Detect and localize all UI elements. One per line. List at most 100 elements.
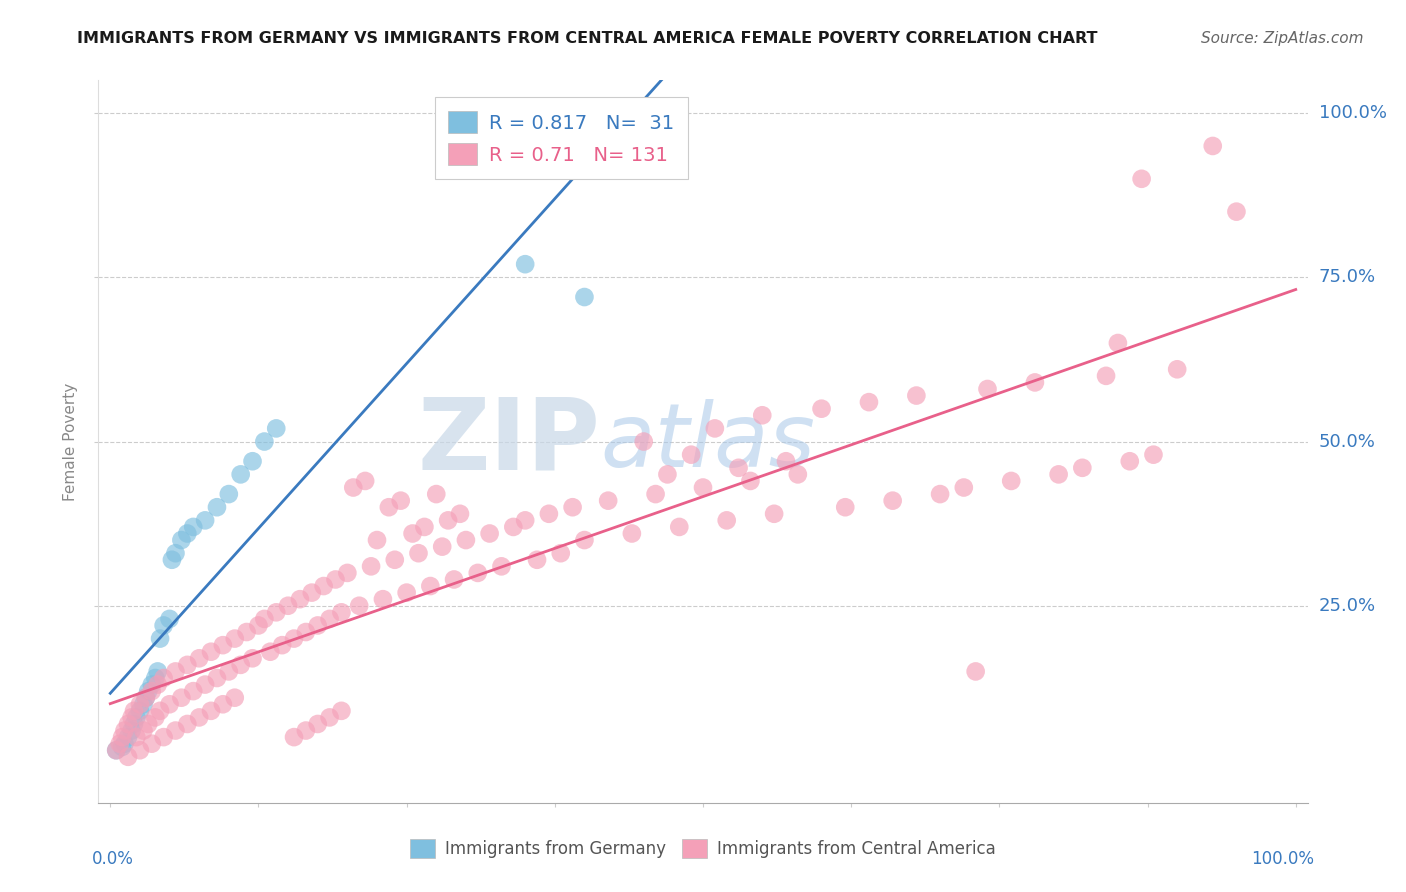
Point: [242, 651, 264, 665]
Point: [384, 553, 406, 567]
Point: [692, 481, 714, 495]
Point: [965, 665, 987, 679]
Point: [117, 730, 139, 744]
Point: [751, 409, 773, 423]
Point: [135, 690, 157, 705]
Point: [143, 710, 166, 724]
Point: [502, 520, 524, 534]
Point: [336, 566, 359, 580]
Point: [194, 677, 217, 691]
Point: [143, 671, 166, 685]
Point: [318, 612, 340, 626]
Point: [181, 684, 204, 698]
Point: [288, 592, 311, 607]
Point: [401, 526, 423, 541]
Point: [105, 743, 128, 757]
Point: [212, 698, 235, 712]
Point: [117, 717, 139, 731]
Point: [165, 546, 187, 560]
Point: [259, 645, 281, 659]
Point: [121, 723, 143, 738]
Point: [550, 546, 572, 560]
Point: [657, 467, 679, 482]
Point: [111, 739, 134, 754]
Point: [129, 704, 152, 718]
Point: [775, 454, 797, 468]
Point: [354, 474, 377, 488]
Point: [1202, 139, 1225, 153]
Point: [136, 684, 159, 698]
Point: [318, 710, 340, 724]
Point: [561, 500, 583, 515]
Point: [247, 618, 270, 632]
Point: [620, 526, 643, 541]
Point: [574, 290, 596, 304]
Text: 75.0%: 75.0%: [1319, 268, 1376, 286]
Point: [1225, 204, 1247, 219]
Point: [132, 723, 155, 738]
Point: [882, 493, 904, 508]
Point: [727, 460, 749, 475]
Point: [437, 513, 460, 527]
Point: [176, 657, 198, 672]
Point: [537, 507, 560, 521]
Point: [905, 388, 928, 402]
Point: [224, 632, 246, 646]
Point: [644, 487, 666, 501]
Point: [976, 382, 998, 396]
Point: [129, 743, 152, 757]
Point: [224, 690, 246, 705]
Point: [301, 585, 323, 599]
Point: [188, 710, 211, 724]
Point: [454, 533, 477, 547]
Text: 100.0%: 100.0%: [1250, 850, 1313, 868]
Point: [395, 585, 418, 599]
Point: [478, 526, 501, 541]
Point: [205, 500, 228, 515]
Point: [253, 612, 276, 626]
Point: [443, 573, 465, 587]
Point: [1119, 454, 1142, 468]
Point: [467, 566, 489, 580]
Point: [295, 625, 318, 640]
Point: [491, 559, 513, 574]
Text: ZIP: ZIP: [418, 393, 600, 490]
Point: [1024, 376, 1046, 390]
Point: [165, 665, 187, 679]
Point: [1000, 474, 1022, 488]
Point: [218, 665, 240, 679]
Point: [136, 717, 159, 731]
Point: [235, 625, 257, 640]
Point: [1047, 467, 1070, 482]
Point: [515, 513, 537, 527]
Point: [181, 520, 204, 534]
Text: 25.0%: 25.0%: [1319, 597, 1376, 615]
Point: [129, 698, 152, 712]
Legend: Immigrants from Germany, Immigrants from Central America: Immigrants from Germany, Immigrants from…: [402, 830, 1004, 867]
Point: [929, 487, 952, 501]
Point: [165, 723, 187, 738]
Point: [176, 717, 198, 731]
Point: [330, 704, 353, 718]
Point: [325, 573, 347, 587]
Text: 50.0%: 50.0%: [1319, 433, 1375, 450]
Point: [111, 730, 134, 744]
Point: [1071, 460, 1094, 475]
Point: [170, 690, 193, 705]
Text: IMMIGRANTS FROM GERMANY VS IMMIGRANTS FROM CENTRAL AMERICA FEMALE POVERTY CORREL: IMMIGRANTS FROM GERMANY VS IMMIGRANTS FR…: [77, 31, 1098, 46]
Point: [834, 500, 856, 515]
Point: [253, 434, 276, 449]
Point: [149, 704, 172, 718]
Point: [170, 533, 193, 547]
Point: [366, 533, 388, 547]
Point: [152, 671, 174, 685]
Point: [105, 743, 128, 757]
Point: [419, 579, 441, 593]
Point: [264, 421, 287, 435]
Point: [681, 448, 703, 462]
Text: atlas: atlas: [600, 399, 815, 484]
Point: [295, 723, 318, 738]
Point: [200, 645, 222, 659]
Point: [1166, 362, 1188, 376]
Point: [703, 421, 725, 435]
